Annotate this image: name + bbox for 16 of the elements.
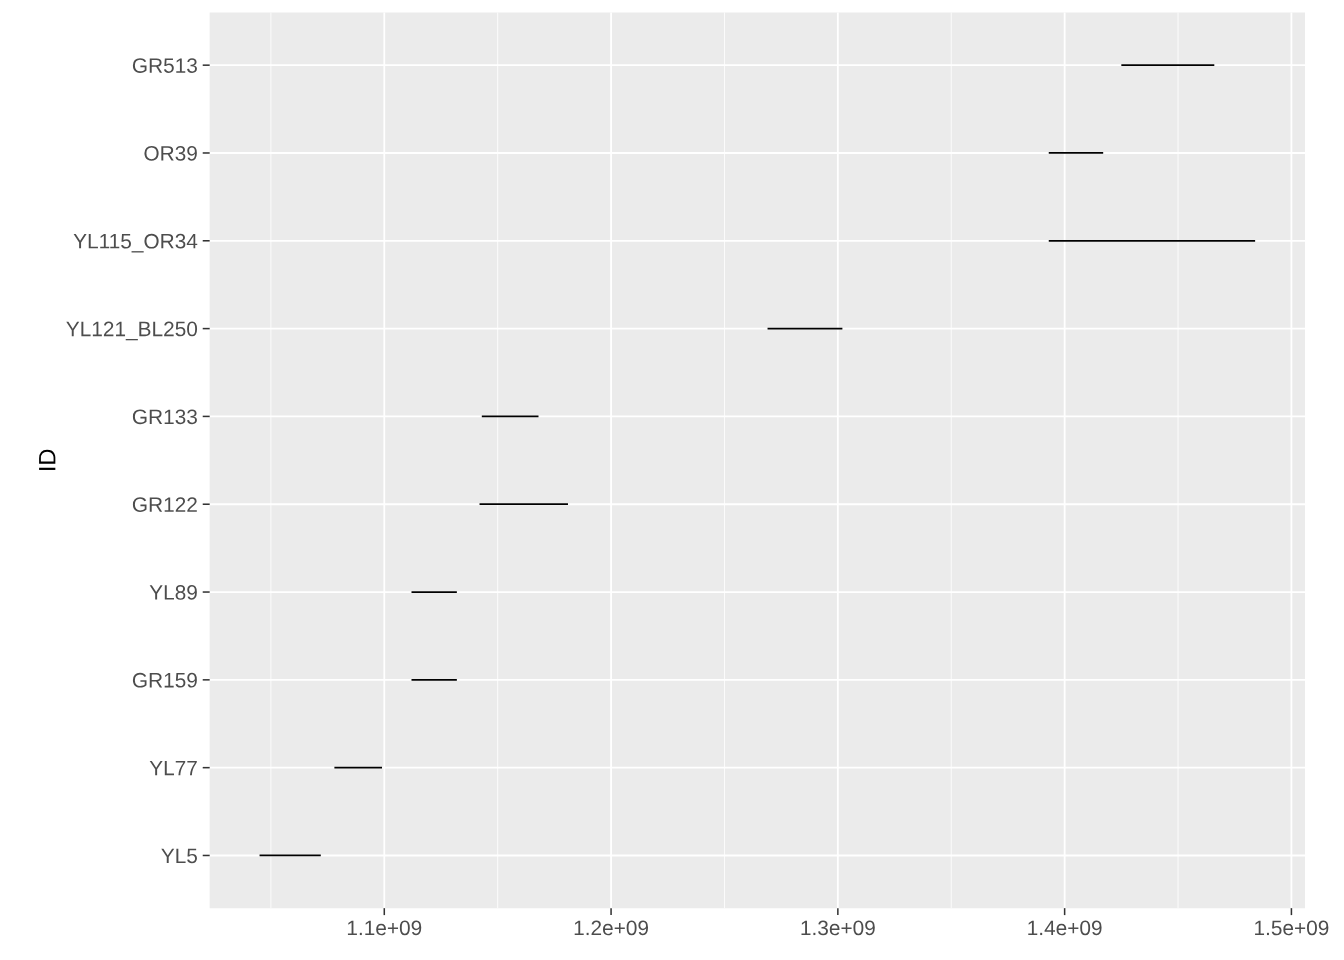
y-tick-label: GR122 [132,497,197,512]
x-tick-label: 1.1e+09 [347,920,422,936]
y-tick-label: YL5 [161,848,197,864]
x-tick-label: 1.3e+09 [801,920,875,936]
y-tick-label: YL121_BL250 [66,321,198,341]
y-tick-label: GR133 [132,409,197,425]
y-tick-label: GR513 [132,58,197,73]
y-tick-label: YL77 [149,760,197,776]
x-tick-label: 1.4e+09 [1028,920,1102,936]
y-tick-label: OR39 [144,145,197,161]
x-tick-label: 1.2e+09 [574,920,649,936]
y-tick-label: YL115_OR34 [73,233,198,253]
y-tick-label: GR159 [132,672,197,688]
y-axis-title: ID [39,449,56,470]
x-tick-label: 1.5e+09 [1255,920,1329,936]
y-tick-label: YL89 [149,585,197,600]
